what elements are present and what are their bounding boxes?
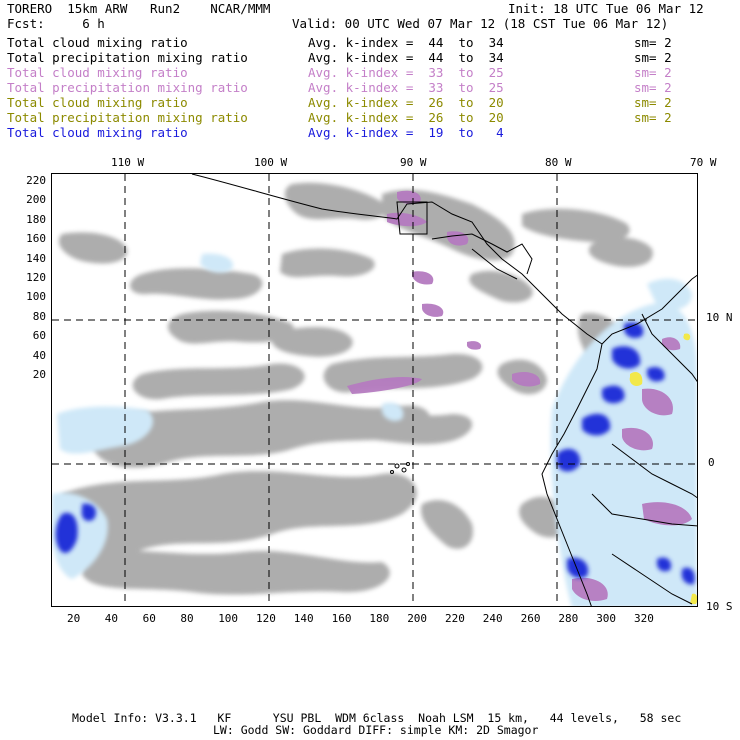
legend-k-index: Avg. k-index = 26 to 20 [308, 95, 504, 110]
lon-label-80w: 80 W [545, 156, 572, 169]
legend-smoothing: sm= 2 [634, 50, 672, 65]
yellow-spots [629, 333, 697, 604]
legend-k-index: Avg. k-index = 44 to 34 [308, 35, 504, 50]
grid-col-label: 160 [331, 612, 352, 625]
legend-row: Total cloud mixing ratio Avg. k-index = 1… [7, 125, 732, 140]
legend-field: Total precipitation mixing ratio [7, 80, 248, 95]
grid-col-label: 20 [67, 612, 81, 625]
grid-col-label: 300 [596, 612, 617, 625]
legend-k-index: Avg. k-index = 33 to 25 [308, 65, 504, 80]
grid-col-label: 320 [634, 612, 654, 625]
coastlines [191, 174, 697, 606]
legend-row: Total precipitation mixing ratio Avg. k-i… [7, 80, 732, 95]
cloud-fields [58, 182, 683, 595]
grid-col-label: 120 [256, 612, 276, 625]
legend-field: Total cloud mixing ratio [7, 65, 188, 80]
lat-label-0: 0 [708, 456, 715, 469]
legend-smoothing: sm= 2 [634, 95, 672, 110]
legend-k-index: Avg. k-index = 44 to 34 [308, 50, 504, 65]
legend-k-index: Avg. k-index = 33 to 25 [308, 80, 504, 95]
grid-col-label: 180 [369, 612, 390, 625]
lat-label-10s: 10 S [706, 600, 733, 613]
legend-smoothing: sm= 2 [634, 80, 672, 95]
init-time: Init: 18 UTC Tue 06 Mar 12 [508, 1, 704, 16]
legend-row: Total precipitation mixing ratio Avg. k-i… [7, 110, 732, 125]
grid-row-label: 220 [26, 174, 46, 187]
grid-col-label: 40 [104, 612, 119, 625]
legend-row: Total cloud mixing ratio Avg. k-index = 2… [7, 95, 732, 110]
lon-label-90w: 90 W [400, 156, 427, 169]
legend-row: Total cloud mixing ratio Avg. k-index = 3… [7, 65, 732, 80]
legend-field: Total cloud mixing ratio [7, 125, 188, 140]
grid-row-label: 200 [26, 193, 46, 207]
legend-field: Total cloud mixing ratio [7, 35, 188, 50]
lon-label-70w: 70 W [690, 156, 717, 169]
forecast-hour: Fcst: 6 h [7, 16, 105, 31]
legend-smoothing: sm= 2 [634, 35, 672, 50]
forecast-map-graphic [52, 174, 697, 606]
legend-field: Total precipitation mixing ratio [7, 110, 248, 125]
grid-row-label: 140 [26, 251, 46, 265]
model-physics: LW: Godd SW: Goddard DIFF: simple KM: 2D… [213, 723, 539, 737]
model-run-title: TORERO 15km ARW Run2 NCAR/MMM [7, 1, 271, 16]
lon-label-110w: 110 W [111, 156, 145, 169]
grid-row-label: 40 [32, 348, 46, 362]
legend-smoothing: sm= 2 [634, 65, 672, 80]
grid-row-label: 100 [26, 290, 46, 304]
lon-label-100w: 100 W [254, 156, 288, 169]
lat-lon-grid [52, 174, 697, 606]
grid-col-label: 140 [293, 612, 314, 625]
grid-row-label: 180 [26, 212, 46, 226]
grid-row-label: 80 [32, 309, 46, 323]
legend-row: Total precipitation mixing ratio Avg. k-i… [7, 50, 732, 65]
grid-row-label: 120 [26, 271, 46, 284]
lat-label-10n: 10 N [706, 311, 733, 324]
grid-col-label: 260 [520, 612, 541, 625]
forecast-map [51, 173, 698, 607]
grid-col-label: 100 [218, 612, 239, 625]
grid-col-label: 200 [407, 612, 428, 625]
legend-k-index: Avg. k-index = 19 to 4 [308, 125, 504, 140]
purple-patches [347, 190, 692, 601]
grid-col-label: 220 [445, 612, 465, 625]
grid-col-label: 280 [558, 612, 579, 625]
legend-smoothing: sm= 2 [634, 110, 672, 125]
model-info: Model Info: V3.3.1 KF YSU PBL WDM 6class… [72, 711, 682, 725]
legend-k-index: Avg. k-index = 26 to 20 [308, 110, 504, 125]
valid-time: Valid: 00 UTC Wed 07 Mar 12 (18 CST Tue … [292, 16, 669, 31]
grid-row-label: 60 [32, 329, 46, 343]
blue-precip-cores [55, 322, 695, 585]
grid-row-label: 160 [26, 232, 46, 246]
legend-row: Total cloud mixing ratio Avg. k-index = 4… [7, 35, 732, 50]
grid-col-label: 60 [142, 612, 156, 625]
legend-field: Total precipitation mixing ratio [7, 50, 248, 65]
legend-field: Total cloud mixing ratio [7, 95, 188, 110]
grid-col-label: 240 [482, 612, 503, 625]
grid-col-label: 80 [180, 612, 194, 625]
grid-row-label: 20 [32, 368, 46, 381]
